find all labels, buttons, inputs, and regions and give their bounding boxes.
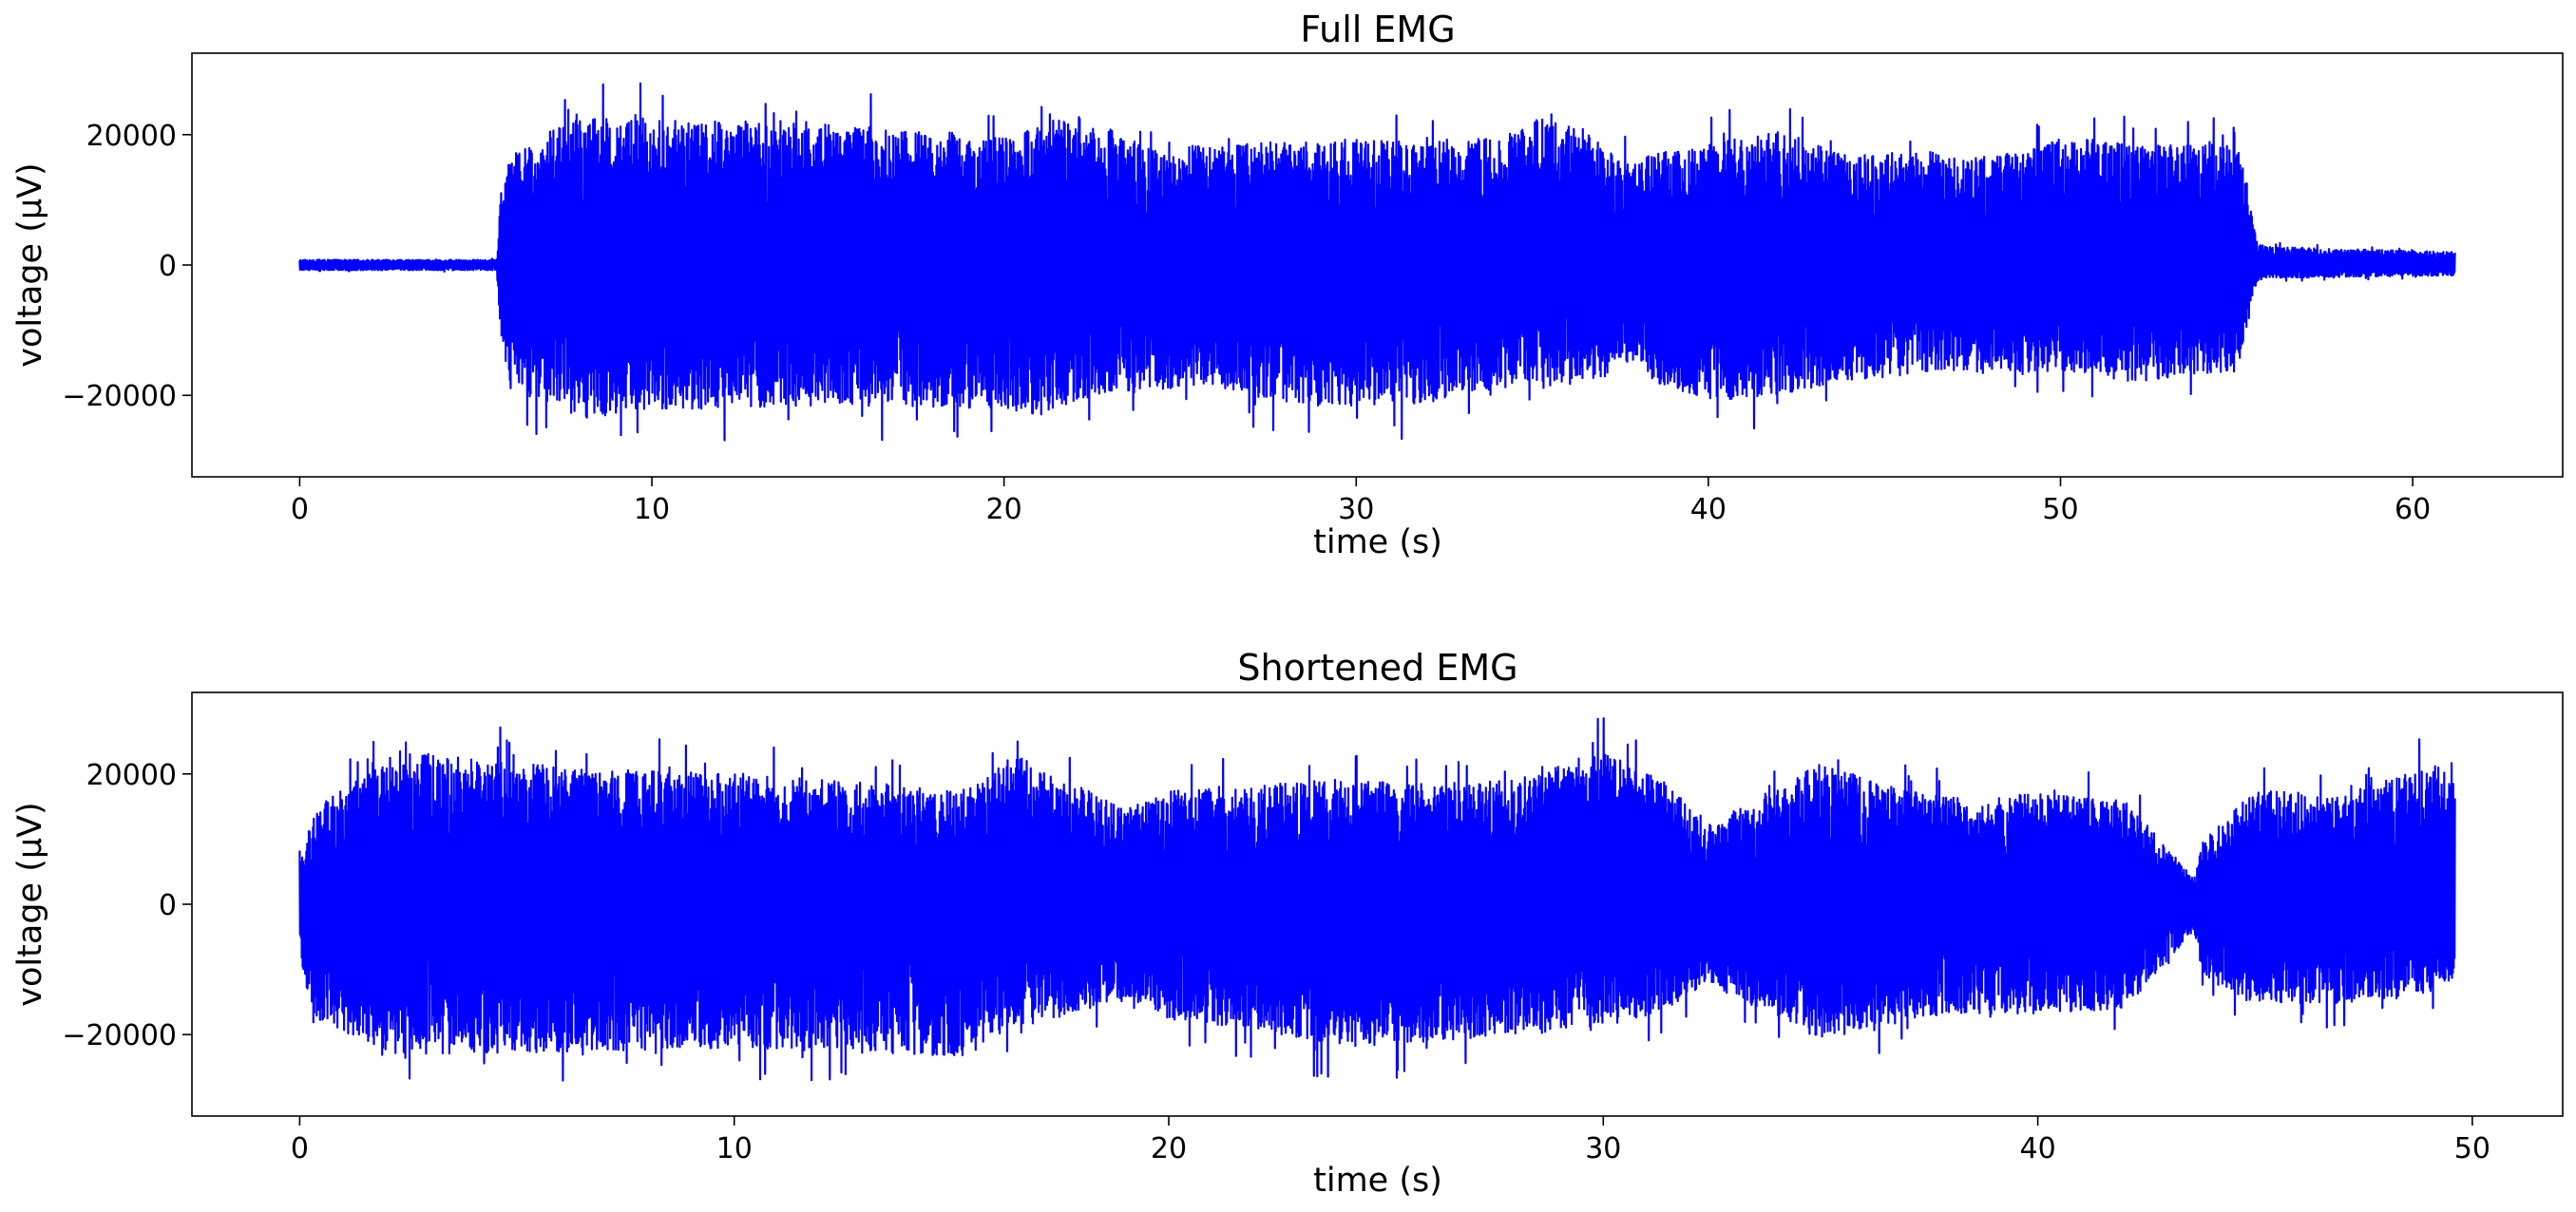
- full-emg-x-axis-label: time (s): [1313, 523, 1442, 561]
- shortened-emg-y-tick-label: −20000: [62, 1019, 177, 1052]
- full-emg-x-tick-label: 40: [1690, 493, 1727, 526]
- full-emg-x-tick-label: 0: [291, 493, 309, 526]
- full-emg-y-tick-label: 0: [159, 250, 177, 283]
- shortened-emg-x-tick-label: 10: [716, 1132, 753, 1165]
- shortened-emg-y-tick-label: 20000: [86, 759, 177, 792]
- shortened-emg-x-tick-label: 40: [2019, 1132, 2055, 1165]
- full-emg-y-ticks: −20000 0 20000: [62, 120, 192, 413]
- shortened-emg-y-ticks: −20000 0 20000: [62, 759, 192, 1052]
- shortened-emg-y-tick-label: 0: [159, 889, 177, 922]
- full-emg-x-tick-label: 10: [634, 493, 670, 526]
- full-emg-y-tick-label: 20000: [86, 120, 177, 153]
- full-emg-x-tick-label: 60: [2395, 493, 2431, 526]
- shortened-emg-x-tick-label: 0: [291, 1132, 309, 1165]
- full-emg-x-tick-label: 30: [1338, 493, 1374, 526]
- shortened-emg-x-tick-label: 20: [1151, 1132, 1187, 1165]
- shortened-emg-plot-area: [298, 717, 2456, 1082]
- shortened-emg-signal-line: [298, 717, 2456, 1082]
- full-emg-plot-area: [298, 82, 2456, 442]
- shortened-emg-x-axis-label: time (s): [1313, 1162, 1442, 1200]
- shortened-emg-x-tick-label: 30: [1585, 1132, 1621, 1165]
- shortened-emg-y-axis-label: voltage (μV): [11, 802, 49, 1006]
- shortened-emg-title: Shortened EMG: [1237, 647, 1517, 689]
- full-emg-signal-line: [298, 82, 2456, 442]
- full-emg-title: Full EMG: [1300, 9, 1455, 50]
- shortened-emg-x-ticks: 0 10 20 30 40 50: [291, 1116, 2490, 1165]
- full-emg-x-ticks: 0 10 20 30 40 50 60: [291, 477, 2431, 526]
- shortened-emg-panel: Shortened EMG 0 10 20 30 40 50 −20000 0 20000 t…: [11, 647, 2564, 1200]
- full-emg-x-tick-label: 20: [986, 493, 1022, 526]
- full-emg-panel: Full EMG 0 10 20 30 40 50 60 −20000 0 20000 time…: [11, 9, 2564, 561]
- full-emg-y-tick-label: −20000: [62, 380, 177, 413]
- full-emg-y-axis-label: voltage (μV): [11, 162, 49, 367]
- full-emg-x-tick-label: 50: [2042, 493, 2078, 526]
- shortened-emg-x-tick-label: 50: [2454, 1132, 2490, 1165]
